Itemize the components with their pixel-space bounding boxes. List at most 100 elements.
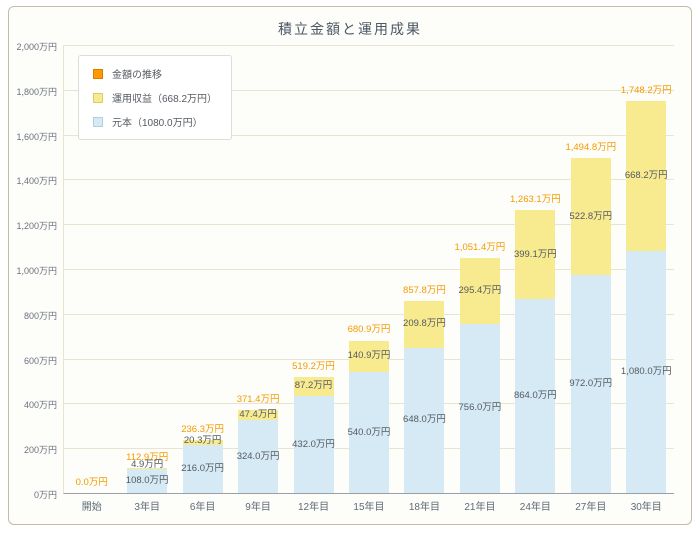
principal-label: 756.0万円 bbox=[458, 402, 502, 414]
x-tick-label: 12年目 bbox=[297, 502, 330, 513]
y-tick-label: 200万円 bbox=[23, 445, 57, 456]
principal-label: 540.0万円 bbox=[347, 426, 391, 438]
bar-column: 236.3万円 20.3万円 216.0万円 6年目 bbox=[175, 45, 230, 513]
legend-label: 金額の推移 bbox=[112, 70, 162, 81]
gridline bbox=[64, 269, 674, 270]
principal-label: 216.0万円 bbox=[181, 462, 225, 474]
principal-label: 432.0万円 bbox=[292, 438, 335, 450]
x-tick-label: 21年目 bbox=[464, 502, 496, 513]
y-tick-label: 1,600万円 bbox=[16, 131, 57, 142]
gridline bbox=[64, 45, 674, 46]
returns-label: 522.8万円 bbox=[569, 210, 613, 222]
principal-segment bbox=[348, 372, 389, 493]
legend-label: 運用収益（668.2万円） bbox=[112, 94, 218, 105]
total-label: 857.8万円 bbox=[403, 284, 446, 296]
returns-label: 20.3万円 bbox=[183, 434, 222, 446]
returns-segment bbox=[182, 440, 223, 445]
principal-label: 324.0万円 bbox=[236, 450, 280, 462]
principal-label: 972.0万円 bbox=[569, 378, 613, 390]
returns-segment bbox=[348, 340, 389, 373]
returns-segment bbox=[404, 300, 445, 348]
legend: 金額の推移運用収益（668.2万円） 元本（1080.0万円） bbox=[78, 55, 233, 140]
total-label: 680.9万円 bbox=[347, 324, 391, 336]
total-label: 371.4万円 bbox=[236, 393, 280, 405]
bar-column: 371.4万円 47.4万円 324.0万円 9年目 bbox=[230, 45, 285, 513]
x-tick-label: 9年目 bbox=[245, 502, 271, 513]
chart-frame: 積立金額と運用成果 金額の推移運用収益（668.2万円） 元本（1080.0万円）… bbox=[8, 6, 692, 525]
returns-segment bbox=[127, 467, 168, 469]
y-tick-label: 1,000万円 bbox=[16, 266, 57, 276]
gridline bbox=[64, 313, 674, 315]
y-tick-label: 2,000万円 bbox=[16, 42, 57, 52]
returns-segment bbox=[515, 210, 556, 300]
principal-segment bbox=[515, 299, 556, 493]
principal-segment bbox=[570, 275, 611, 493]
returns-label: 140.9万円 bbox=[347, 350, 391, 362]
total-label: 1,051.4万円 bbox=[454, 241, 506, 253]
total-label: 1,748.2万円 bbox=[620, 85, 672, 97]
y-tick-label: 800万円 bbox=[23, 310, 57, 321]
principal-segment bbox=[404, 347, 445, 493]
total-label: 1,494.8万円 bbox=[565, 142, 617, 154]
returns-segment bbox=[570, 158, 611, 276]
bar-column: 112.9万円 4.9万円 108.0万円 3年目 bbox=[119, 45, 174, 513]
returns-label: 87.2万円 bbox=[294, 380, 333, 392]
principal-label: 108.0万円 bbox=[125, 474, 169, 486]
total-label: 236.3万円 bbox=[181, 424, 225, 436]
bar-column: 857.8万円 209.8万円 648.0万円 18年目 bbox=[397, 45, 452, 513]
x-tick-label: 18年目 bbox=[408, 502, 440, 513]
x-tick-label: 27年目 bbox=[575, 502, 607, 513]
bar-column: 680.9万円 140.9万円 540.0万円 15年目 bbox=[341, 45, 396, 513]
x-tick-label: 15年目 bbox=[353, 502, 385, 513]
x-tick-label: 3年目 bbox=[134, 502, 160, 513]
bar-column: 1,051.4万円 295.4万円 756.0万円 21年目 bbox=[452, 45, 507, 514]
total-label: 112.9万円 bbox=[126, 451, 169, 463]
total-label: 519.2万円 bbox=[292, 360, 335, 372]
returns-label: 668.2万円 bbox=[624, 170, 668, 182]
principal-label: 1,080.0万円 bbox=[620, 366, 672, 378]
principal-label: 864.0万円 bbox=[513, 390, 557, 402]
principal-label: 648.0万円 bbox=[403, 414, 446, 426]
total-label: 0.0万円 bbox=[75, 477, 108, 488]
principal-segment bbox=[459, 323, 500, 493]
returns-label: 295.4万円 bbox=[458, 284, 502, 296]
principal-segment bbox=[626, 251, 667, 493]
gridline bbox=[64, 134, 674, 136]
returns-label: 47.4万円 bbox=[239, 409, 277, 421]
x-tick-label: 開始 bbox=[81, 502, 102, 513]
y-tick-label: 400万円 bbox=[23, 400, 57, 411]
chart-title: 積立金額と運用成果 bbox=[278, 21, 422, 37]
legend-label: 元本（1080.0万円） bbox=[112, 118, 203, 129]
returns-label: 209.8万円 bbox=[403, 318, 446, 330]
returns-segment bbox=[293, 376, 334, 397]
gridline bbox=[64, 224, 674, 226]
legend-swatch bbox=[93, 68, 103, 79]
returns-segment bbox=[459, 257, 500, 324]
bar-column: 0.0万円開始 bbox=[64, 45, 119, 513]
returns-segment bbox=[238, 409, 279, 421]
bar-column: 519.2万円 87.2万円 432.0万円 12年目 bbox=[286, 45, 341, 513]
y-tick-label: 600万円 bbox=[23, 355, 57, 366]
plot-area: 金額の推移 運用収益（668.2万円） 元本（1080.0万円） 0.0万円 開始 11… bbox=[63, 45, 674, 514]
returns-label: 4.9万円 bbox=[131, 458, 164, 470]
principal-segment bbox=[238, 420, 279, 493]
principal-segment bbox=[127, 468, 168, 493]
x-tick-label: 30年目 bbox=[630, 502, 662, 513]
bar-column: 1,263.1万円 399.1万円 864.0万円 24年目 bbox=[508, 45, 563, 513]
gridline bbox=[64, 179, 674, 181]
principal-segment bbox=[182, 444, 223, 493]
y-tick-label: 0万円 bbox=[33, 490, 57, 500]
returns-segment bbox=[626, 101, 667, 252]
x-tick-label: 24年目 bbox=[519, 502, 551, 513]
legend-item: 元本（1080.0万円） bbox=[93, 114, 217, 129]
bar-column: 1,494.8万円 522.8万円 972.0万円 27年目 bbox=[563, 45, 618, 513]
legend-swatch bbox=[93, 116, 103, 127]
y-tick-label: 1,200万円 bbox=[16, 221, 57, 232]
x-tick-label: 6年目 bbox=[189, 502, 216, 513]
y-tick-label: 1,400万円 bbox=[16, 176, 57, 187]
legend-item: 金額の推移 bbox=[93, 66, 217, 81]
gridline bbox=[64, 89, 674, 91]
y-tick-label: 1,800万円 bbox=[16, 86, 57, 97]
returns-label: 399.1万円 bbox=[513, 248, 557, 260]
